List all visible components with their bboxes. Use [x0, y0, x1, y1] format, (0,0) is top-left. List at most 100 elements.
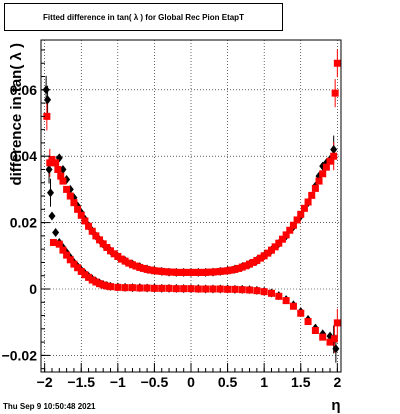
data-point-square	[158, 267, 166, 275]
data-point-square	[319, 333, 327, 341]
data-point-square	[209, 268, 217, 276]
data-point-square	[322, 163, 330, 171]
data-point-square	[70, 199, 78, 207]
data-point-square	[154, 267, 162, 275]
data-point-square	[176, 268, 184, 276]
data-point-square	[275, 239, 283, 247]
x-tick-label: −1	[110, 374, 126, 390]
x-tick-label: 0.5	[218, 374, 238, 390]
data-point-square	[311, 184, 319, 192]
data-point-square	[293, 216, 301, 224]
data-point-square	[172, 285, 180, 293]
data-point-square	[330, 152, 338, 160]
data-point-square	[77, 211, 85, 219]
data-point-square	[315, 177, 323, 185]
data-point-square	[85, 273, 93, 281]
data-point-square	[139, 264, 147, 272]
y-tick-label: 0.04	[10, 148, 37, 164]
y-tick-label: 0.06	[10, 82, 37, 98]
data-point-square	[99, 281, 107, 289]
data-point-square	[246, 260, 254, 268]
data-point-square	[74, 205, 82, 213]
data-point-square	[227, 266, 235, 274]
data-point-square	[147, 266, 155, 274]
data-point-square	[54, 165, 62, 173]
data-point-square	[246, 286, 254, 294]
data-point-square	[331, 89, 339, 97]
data-point-square	[49, 239, 57, 247]
data-point-square	[107, 247, 115, 255]
data-point-diamond	[44, 95, 52, 105]
data-point-square	[282, 231, 290, 239]
data-point-square	[198, 268, 206, 276]
data-point-diamond	[45, 164, 53, 174]
timestamp: Thu Sep 9 10:50:48 2021	[3, 402, 96, 411]
data-point-square	[63, 185, 71, 193]
data-point-square	[85, 222, 93, 230]
data-point-square	[326, 157, 334, 165]
y-tick-label: −0.02	[2, 347, 38, 363]
data-point-square	[235, 264, 243, 272]
data-point-diamond	[332, 344, 340, 354]
data-point-square	[267, 289, 275, 297]
x-tick-label: 1	[260, 374, 268, 390]
y-axis-label: difference in tan( λ )	[8, 43, 25, 186]
data-point-square	[289, 221, 297, 229]
data-point-square	[326, 338, 334, 346]
data-point-square	[297, 309, 305, 317]
data-point-square	[205, 268, 213, 276]
data-point-square	[70, 260, 78, 268]
data-point-square	[311, 327, 319, 334]
data-point-square	[260, 252, 268, 260]
data-point-square	[224, 267, 232, 275]
data-point-square	[180, 285, 188, 293]
data-point-square	[59, 177, 67, 185]
data-point-square	[88, 276, 96, 284]
data-point-square	[88, 227, 96, 235]
data-point-square	[183, 268, 191, 276]
data-point-diamond	[52, 228, 60, 238]
data-point-square	[194, 268, 202, 276]
data-point-square	[191, 268, 199, 276]
x-tick-label: 1.5	[291, 374, 311, 390]
data-point-square	[77, 267, 85, 275]
data-point-square	[260, 288, 268, 296]
data-point-square	[52, 159, 60, 167]
data-point-square	[114, 252, 122, 260]
y-tick-label: 0	[29, 281, 37, 297]
data-point-diamond	[330, 145, 338, 155]
data-point-diamond	[48, 211, 56, 221]
data-point-square	[330, 335, 338, 343]
data-point-square	[202, 285, 210, 293]
data-point-square	[103, 282, 111, 290]
data-point-square	[304, 318, 312, 326]
data-point-square	[74, 264, 82, 272]
data-point-square	[92, 278, 100, 286]
data-point-square	[289, 302, 297, 310]
data-point-square	[297, 210, 305, 218]
data-point-square	[57, 172, 65, 180]
data-point-square	[165, 284, 173, 292]
data-point-square	[224, 285, 232, 293]
data-point-square	[267, 246, 275, 254]
data-point-square	[103, 244, 111, 251]
data-point-square	[231, 265, 239, 273]
data-point-square	[216, 267, 224, 275]
data-point-square	[308, 191, 316, 199]
data-point-square	[209, 285, 217, 293]
data-point-square	[172, 268, 180, 276]
data-point-square	[96, 236, 104, 244]
data-point-square	[275, 292, 283, 300]
data-point-square	[99, 240, 107, 248]
data-point-square	[158, 284, 166, 292]
data-point-square	[194, 285, 202, 293]
data-point-square	[253, 256, 261, 264]
data-point-square	[253, 287, 261, 295]
data-point-square	[128, 261, 136, 269]
data-point-square	[300, 204, 308, 212]
data-point-square	[121, 257, 129, 265]
data-point-square	[136, 284, 144, 292]
error-bars	[45, 49, 338, 363]
markers	[42, 59, 341, 354]
x-tick-label: 2	[333, 374, 341, 390]
